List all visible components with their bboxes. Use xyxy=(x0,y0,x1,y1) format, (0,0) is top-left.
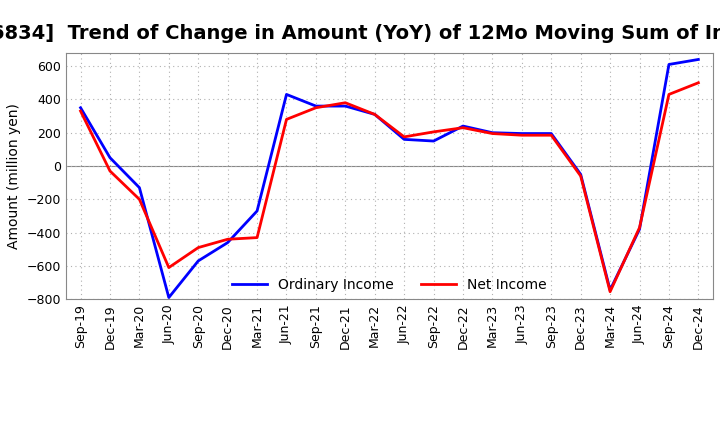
Ordinary Income xyxy=(312,103,320,109)
Ordinary Income xyxy=(518,131,526,136)
Ordinary Income xyxy=(665,62,673,67)
Ordinary Income xyxy=(370,112,379,117)
Net Income xyxy=(106,169,114,174)
Y-axis label: Amount (million yen): Amount (million yen) xyxy=(7,103,21,249)
Ordinary Income xyxy=(223,240,232,245)
Net Income xyxy=(606,289,614,294)
Net Income xyxy=(665,92,673,97)
Net Income xyxy=(459,125,467,130)
Ordinary Income xyxy=(164,295,173,300)
Net Income xyxy=(370,112,379,117)
Ordinary Income xyxy=(429,139,438,144)
Net Income xyxy=(547,132,556,138)
Net Income xyxy=(223,237,232,242)
Net Income xyxy=(400,134,408,139)
Net Income xyxy=(429,129,438,135)
Ordinary Income xyxy=(606,287,614,293)
Net Income xyxy=(135,197,144,202)
Net Income xyxy=(194,245,202,250)
Net Income xyxy=(341,100,350,106)
Ordinary Income xyxy=(547,131,556,136)
Title: [6834]  Trend of Change in Amount (YoY) of 12Mo Moving Sum of Incomes: [6834] Trend of Change in Amount (YoY) o… xyxy=(0,24,720,43)
Ordinary Income xyxy=(459,123,467,128)
Net Income xyxy=(282,117,291,122)
Net Income xyxy=(164,265,173,270)
Net Income xyxy=(694,80,703,85)
Net Income xyxy=(518,132,526,138)
Line: Net Income: Net Income xyxy=(81,83,698,292)
Ordinary Income xyxy=(194,258,202,264)
Ordinary Income xyxy=(694,57,703,62)
Net Income xyxy=(488,131,497,136)
Legend: Ordinary Income, Net Income: Ordinary Income, Net Income xyxy=(227,272,552,297)
Net Income xyxy=(76,108,85,114)
Ordinary Income xyxy=(635,227,644,232)
Ordinary Income xyxy=(341,103,350,109)
Net Income xyxy=(576,173,585,179)
Net Income xyxy=(635,225,644,230)
Ordinary Income xyxy=(253,208,261,213)
Ordinary Income xyxy=(135,185,144,190)
Net Income xyxy=(312,105,320,110)
Ordinary Income xyxy=(576,172,585,177)
Line: Ordinary Income: Ordinary Income xyxy=(81,59,698,297)
Net Income xyxy=(253,235,261,240)
Ordinary Income xyxy=(488,130,497,136)
Ordinary Income xyxy=(106,155,114,160)
Ordinary Income xyxy=(400,137,408,142)
Ordinary Income xyxy=(282,92,291,97)
Ordinary Income xyxy=(76,105,85,110)
